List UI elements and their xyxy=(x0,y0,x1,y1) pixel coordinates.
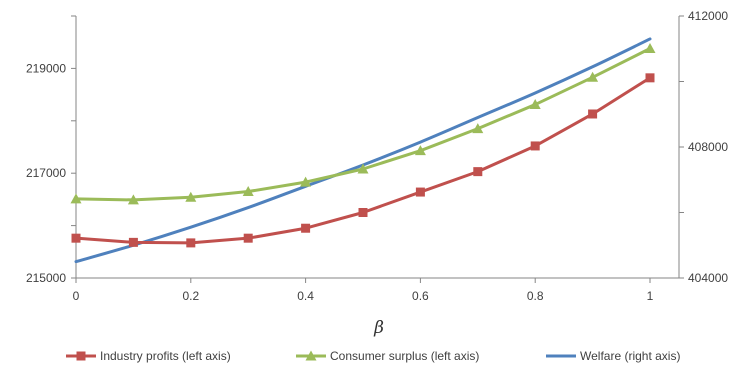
consumer-point xyxy=(472,123,484,134)
legend-label-welfare: Welfare (right axis) xyxy=(580,349,680,363)
industry-point xyxy=(71,233,81,243)
industry-point xyxy=(301,223,311,233)
x-axis-tick-label: 0.6 xyxy=(412,289,429,303)
x-axis-tick-label: 0 xyxy=(73,289,80,303)
series-layer xyxy=(70,37,656,264)
legend: Industry profits (left axis) Consumer sur… xyxy=(66,349,680,363)
industry-point xyxy=(243,233,253,243)
consumer-point xyxy=(70,193,82,204)
industry-point xyxy=(645,73,655,83)
legend-marker-industry xyxy=(76,351,86,361)
consumer-point xyxy=(300,176,312,187)
industry-point xyxy=(588,109,598,119)
consumer-point xyxy=(242,186,254,197)
right-axis-tick-label: 412000 xyxy=(688,9,728,23)
consumer-point xyxy=(357,163,369,174)
left-axis-tick-label: 219000 xyxy=(26,61,66,75)
consumer-point xyxy=(185,191,197,202)
industry-point xyxy=(415,187,425,197)
left-axis-tick-label: 215000 xyxy=(26,271,66,285)
industry-point xyxy=(473,167,483,177)
industry-series-line xyxy=(74,76,652,245)
consumer-point xyxy=(644,42,656,53)
x-axis-tick-label: 0.8 xyxy=(527,289,544,303)
right-axis-tick-label: 408000 xyxy=(688,140,728,154)
industry-point xyxy=(128,237,138,247)
welfare-series-line xyxy=(74,37,652,264)
right-axis-tick-label: 404000 xyxy=(688,271,728,285)
consumer-point xyxy=(587,71,599,82)
consumer-point xyxy=(529,99,541,110)
x-axis-title: β xyxy=(373,318,384,338)
legend-marker-consumer xyxy=(305,350,317,361)
legend-label-consumer: Consumer surplus (left axis) xyxy=(330,349,479,363)
x-axis-tick-label: 0.2 xyxy=(182,289,199,303)
consumer-series-line xyxy=(74,46,652,202)
axes: 215000 217000 219000 404000 408000 412000 0 0.2… xyxy=(26,9,728,303)
x-axis-tick-label: 1 xyxy=(647,289,654,303)
consumer-point xyxy=(414,145,426,156)
industry-point xyxy=(186,238,196,248)
legend-label-industry: Industry profits (left axis) xyxy=(100,349,231,363)
consumer-point xyxy=(127,194,139,205)
left-axis-tick-label: 217000 xyxy=(26,166,66,180)
industry-point xyxy=(530,141,540,151)
x-axis-tick-label: 0.4 xyxy=(297,289,314,303)
industry-point xyxy=(358,208,368,217)
